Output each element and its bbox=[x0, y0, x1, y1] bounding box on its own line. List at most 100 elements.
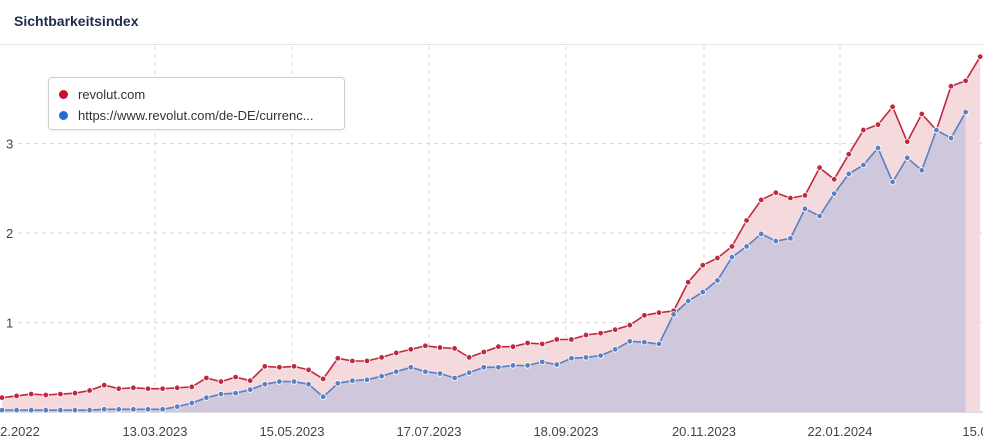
data-point-currency-page bbox=[305, 381, 312, 388]
data-point-revolut-com bbox=[349, 357, 356, 365]
data-point-revolut-com bbox=[524, 339, 531, 347]
data-point-revolut-com bbox=[188, 383, 195, 391]
data-point-revolut-com bbox=[13, 392, 20, 400]
data-point-revolut-com bbox=[173, 384, 181, 392]
data-point-revolut-com bbox=[816, 164, 823, 171]
data-point-revolut-com bbox=[787, 194, 794, 202]
data-point-currency-page bbox=[904, 154, 911, 162]
data-point-revolut-com bbox=[480, 348, 487, 356]
data-point-revolut-com bbox=[407, 346, 414, 353]
data-point-revolut-com bbox=[0, 394, 6, 401]
data-point-revolut-com bbox=[904, 138, 911, 145]
data-point-currency-page bbox=[670, 311, 677, 318]
data-point-revolut-com bbox=[159, 385, 166, 392]
x-tick-label: 15.05.2023 bbox=[259, 424, 324, 439]
data-point-currency-page bbox=[699, 288, 706, 296]
data-point-currency-page bbox=[495, 364, 502, 371]
data-point-revolut-com bbox=[115, 385, 122, 392]
data-point-revolut-com bbox=[845, 151, 852, 158]
data-point-revolut-com bbox=[831, 176, 838, 183]
data-point-currency-page bbox=[582, 354, 590, 361]
legend-dot-icon bbox=[59, 110, 68, 120]
data-point-currency-page bbox=[845, 170, 852, 178]
data-point-revolut-com bbox=[363, 357, 371, 365]
data-point-currency-page bbox=[159, 406, 166, 413]
data-point-currency-page bbox=[933, 126, 940, 134]
data-point-revolut-com bbox=[568, 336, 575, 343]
chart-legend: revolut.com https://www.revolut.com/de-D… bbox=[48, 77, 345, 130]
data-point-revolut-com bbox=[305, 366, 312, 374]
data-point-currency-page bbox=[626, 338, 633, 345]
y-tick-label: 3 bbox=[6, 137, 13, 152]
legend-item-revolut-com[interactable]: revolut.com bbox=[59, 85, 145, 103]
data-point-currency-page bbox=[130, 406, 137, 413]
data-point-revolut-com bbox=[582, 331, 590, 339]
data-point-revolut-com bbox=[801, 192, 809, 199]
x-tick-label: 17.07.2023 bbox=[396, 424, 461, 439]
data-point-revolut-com bbox=[100, 381, 108, 389]
data-point-currency-page bbox=[451, 374, 458, 382]
data-point-currency-page bbox=[758, 230, 765, 238]
data-point-revolut-com bbox=[28, 390, 35, 398]
data-point-revolut-com bbox=[71, 390, 79, 397]
data-point-revolut-com bbox=[655, 309, 663, 316]
data-point-currency-page bbox=[714, 277, 721, 284]
data-point-revolut-com bbox=[889, 103, 896, 111]
data-point-currency-page bbox=[947, 134, 955, 142]
data-point-currency-page bbox=[320, 393, 327, 400]
legend-label: revolut.com bbox=[78, 86, 146, 102]
data-point-currency-page bbox=[57, 407, 64, 414]
data-point-revolut-com bbox=[261, 363, 268, 370]
data-point-currency-page bbox=[407, 364, 414, 371]
legend-item-currency-page[interactable]: https://www.revolut.com/de-DE/currenc... bbox=[59, 106, 314, 124]
data-point-currency-page bbox=[466, 369, 473, 376]
data-point-currency-page bbox=[378, 373, 385, 380]
data-point-revolut-com bbox=[758, 196, 765, 204]
data-point-revolut-com bbox=[130, 384, 137, 392]
data-point-currency-page bbox=[100, 406, 108, 413]
data-point-currency-page bbox=[539, 358, 546, 366]
legend-dot-icon bbox=[59, 89, 68, 99]
data-point-currency-page bbox=[874, 144, 882, 152]
data-point-currency-page bbox=[553, 361, 560, 368]
data-point-revolut-com bbox=[334, 355, 341, 362]
data-point-currency-page bbox=[349, 377, 356, 384]
data-point-currency-page bbox=[203, 394, 210, 401]
data-point-currency-page bbox=[641, 338, 648, 346]
data-point-currency-page bbox=[524, 362, 531, 369]
data-point-revolut-com bbox=[320, 375, 327, 383]
data-point-revolut-com bbox=[466, 354, 473, 361]
data-point-currency-page bbox=[144, 406, 152, 413]
data-point-currency-page bbox=[217, 390, 225, 398]
data-point-currency-page bbox=[422, 368, 429, 375]
data-point-currency-page bbox=[42, 407, 49, 414]
data-point-revolut-com bbox=[977, 53, 983, 60]
data-point-currency-page bbox=[787, 235, 794, 242]
y-tick-label: 2 bbox=[6, 226, 13, 241]
data-point-revolut-com bbox=[947, 83, 955, 90]
data-point-currency-page bbox=[728, 253, 736, 261]
data-point-currency-page bbox=[568, 355, 575, 362]
data-point-revolut-com bbox=[860, 126, 867, 134]
data-point-currency-page bbox=[801, 205, 809, 213]
data-point-revolut-com bbox=[728, 243, 736, 250]
data-point-currency-page bbox=[115, 406, 122, 413]
data-point-currency-page bbox=[71, 407, 79, 414]
data-point-currency-page bbox=[816, 212, 823, 220]
data-point-currency-page bbox=[918, 167, 925, 174]
data-point-currency-page bbox=[655, 340, 663, 348]
data-point-currency-page bbox=[173, 403, 181, 410]
x-tick-label: 2.2022 bbox=[0, 424, 40, 439]
data-point-currency-page bbox=[13, 407, 20, 414]
data-point-currency-page bbox=[393, 368, 400, 375]
x-tick-label: 22.01.2024 bbox=[807, 424, 872, 439]
y-tick-label: 1 bbox=[6, 316, 13, 331]
data-point-revolut-com bbox=[539, 340, 546, 348]
data-point-currency-page bbox=[685, 297, 692, 305]
data-point-revolut-com bbox=[626, 321, 633, 329]
chart-header: Sichtbarkeitsindex bbox=[0, 0, 983, 45]
data-point-revolut-com bbox=[685, 279, 692, 286]
x-tick-label: 15.0 bbox=[962, 424, 983, 439]
chart-title: Sichtbarkeitsindex bbox=[14, 13, 139, 29]
